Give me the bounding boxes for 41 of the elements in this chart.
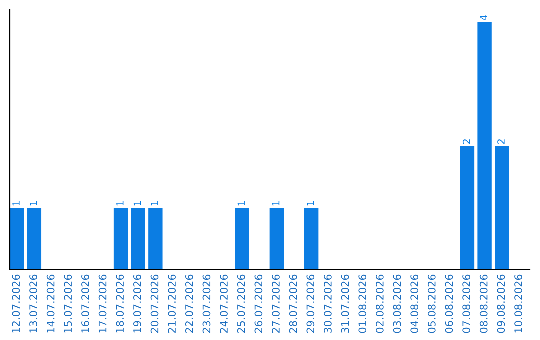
x-tick-label: 28.07.2026 (289, 274, 298, 334)
x-tick-label: 10.08.2026 (514, 274, 522, 333)
x-tick-label: 12.07.2026 (12, 274, 20, 333)
x-tick-label: 03.08.2026 (393, 274, 402, 334)
x-tick-label: 22.07.2026 (185, 274, 194, 334)
x-tick-label: 06.08.2026 (445, 274, 454, 334)
data-label: 1 (151, 201, 158, 206)
x-tick-label: 15.07.2026 (64, 274, 72, 333)
data-label: 1 (116, 201, 124, 206)
data-label: 1 (134, 201, 142, 206)
x-tick-label: 23.07.2026 (202, 274, 211, 334)
data-label: 4 (480, 15, 488, 21)
x-tick-label: 20.07.2026 (150, 274, 159, 334)
x-tick-label: 07.08.2026 (462, 274, 470, 334)
data-label: 1 (30, 201, 38, 206)
x-tick-label: 25.07.2026 (237, 274, 246, 334)
data-label: 2 (462, 140, 470, 144)
data-label: 1 (238, 201, 245, 206)
x-tick-label: 24.07.2026 (220, 274, 228, 334)
x-tick-label: 31.07.2026 (341, 274, 350, 334)
x-tick-label: 04.08.2026 (410, 274, 419, 334)
data-label: 1 (307, 201, 314, 206)
x-tick-label: 21.07.2026 (168, 274, 176, 334)
x-tick-label: 09.08.2026 (497, 274, 506, 334)
x-tick-label: 13.07.2026 (30, 274, 38, 333)
x-tick-label: 17.07.2026 (98, 274, 107, 333)
x-tick-label: 02.08.2026 (376, 274, 384, 334)
data-label: 1 (12, 201, 20, 206)
x-tick-label: 05.08.2026 (428, 274, 436, 334)
x-tick-label: 18.07.2026 (116, 274, 124, 333)
x-tick-label: 27.07.2026 (272, 274, 280, 334)
x-tick-label: 29.07.2026 (306, 274, 315, 334)
x-tick-label: 30.07.2026 (324, 274, 332, 334)
data-label: 1 (272, 201, 280, 206)
x-tick-label: 16.07.2026 (82, 274, 90, 333)
x-tick-label: 19.07.2026 (134, 274, 142, 333)
x-tick-label: 26.07.2026 (254, 274, 263, 334)
x-tick-label: 08.08.2026 (480, 274, 488, 334)
x-tick-label: 01.08.2026 (358, 274, 367, 334)
data-label: 2 (498, 140, 505, 144)
x-tick-label: 14.07.2026 (46, 274, 55, 333)
